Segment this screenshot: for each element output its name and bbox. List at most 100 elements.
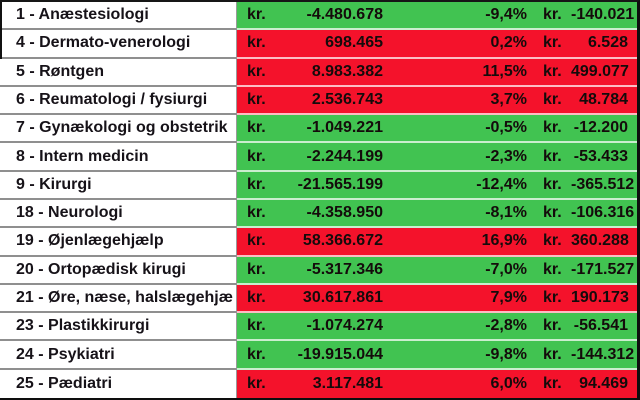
percent-cell[interactable]: -0,5%: [485, 119, 527, 137]
percent-cell[interactable]: 0,2%: [490, 34, 527, 52]
specialty-cell[interactable]: 19 - Øjenlægehjælp: [0, 228, 237, 257]
amount-cell[interactable]: -2.244.199: [306, 147, 383, 165]
specialty-cell[interactable]: 7 - Gynækologi og obstetrik: [0, 115, 237, 144]
values-cell: kr. -1.049.221 -0,5% kr. -12.200: [237, 115, 637, 144]
amount2-cell[interactable]: -106.316: [571, 204, 635, 222]
specialty-label: 20 - Ortopædisk kirugi: [16, 260, 186, 278]
specialty-cell[interactable]: 4 - Dermato-venerologi: [0, 30, 237, 59]
amount2-cell[interactable]: 360.288: [571, 232, 629, 250]
specialty-cell[interactable]: 8 - Intern medicin: [0, 143, 237, 172]
amount2-cell[interactable]: -12.200: [573, 119, 628, 137]
percent-cell[interactable]: -9,8%: [485, 345, 527, 363]
specialty-cell[interactable]: 25 - Pædiatri: [0, 369, 237, 398]
specialty-cell[interactable]: 1 - Anæstesiologi: [0, 2, 237, 31]
amount-cell[interactable]: -4.480.678: [306, 6, 383, 24]
specialty-label: 19 - Øjenlægehjælp: [16, 232, 164, 250]
currency-label: kr.: [247, 260, 266, 278]
amount2-cell[interactable]: 94.469: [579, 374, 628, 392]
amount2-cell[interactable]: 6.528: [587, 34, 628, 52]
table-row: 19 - Øjenlægehjælp kr. 58.366.672 16,9% kr. 3…: [0, 228, 637, 257]
amount2-cell[interactable]: 48.784: [579, 90, 628, 108]
amount2-cell[interactable]: -53.433: [573, 147, 628, 165]
currency-label: kr.: [543, 34, 562, 52]
currency-label: kr.: [247, 147, 266, 165]
values-cell: kr. 8.983.382 11,5% kr. 499.077: [237, 58, 637, 87]
left-border-fragment: [0, 2, 2, 59]
specialty-label: 9 - Kirurgi: [16, 175, 92, 193]
currency-label: kr.: [543, 6, 562, 24]
percent-cell[interactable]: 6,0%: [490, 374, 527, 392]
currency-label: kr.: [543, 119, 562, 137]
table-row: 8 - Intern medicin kr. -2.244.199 -2,3% kr. -…: [0, 143, 637, 172]
amount-cell[interactable]: -4.358.950: [306, 204, 383, 222]
table-row: 25 - Pædiatri kr. 3.117.481 6,0% kr. 94.469: [0, 369, 637, 398]
percent-cell[interactable]: 11,5%: [482, 62, 527, 80]
specialty-label: 7 - Gynækologi og obstetrik: [16, 119, 228, 137]
percent-cell[interactable]: -9,4%: [485, 6, 527, 24]
percent-cell[interactable]: -7,0%: [485, 260, 527, 278]
amount2-cell[interactable]: 499.077: [571, 62, 629, 80]
currency-label: kr.: [247, 204, 266, 222]
amount2-cell[interactable]: -140.021: [571, 6, 635, 24]
currency-label: kr.: [247, 119, 266, 137]
specialty-cell[interactable]: 9 - Kirurgi: [0, 171, 237, 200]
percent-cell[interactable]: -2,8%: [485, 317, 527, 335]
percent-cell[interactable]: -12,4%: [476, 175, 527, 193]
percent-cell[interactable]: 16,9%: [481, 232, 527, 250]
values-cell: kr. 30.617.861 7,9% kr. 190.173: [237, 284, 637, 314]
amount-cell[interactable]: -1.049.221: [306, 119, 383, 137]
specialty-cell[interactable]: 23 - Plastikkirurgi: [0, 313, 237, 342]
specialty-cell[interactable]: 24 - Psykiatri: [0, 341, 237, 370]
table-row: 20 - Ortopædisk kirugi kr. -5.317.346 -7,0%…: [0, 256, 637, 285]
amount2-cell[interactable]: -171.527: [571, 260, 635, 278]
currency-label: kr.: [543, 317, 562, 335]
currency-label: kr.: [543, 90, 562, 108]
percent-cell[interactable]: 3,7%: [490, 90, 527, 108]
table-row: 23 - Plastikkirurgi kr. -1.074.274 -2,8% kr.…: [0, 313, 637, 342]
values-cell: kr. -5.317.346 -7,0% kr. -171.527: [237, 256, 637, 285]
amount-cell[interactable]: 2.536.743: [311, 90, 383, 108]
amount-cell[interactable]: 3.117.481: [312, 374, 383, 392]
specialty-label: 1 - Anæstesiologi: [16, 6, 149, 24]
values-cell: kr. 58.366.672 16,9% kr. 360.288: [237, 228, 637, 257]
currency-label: kr.: [543, 260, 562, 278]
values-cell: kr. 698.465 0,2% kr. 6.528: [237, 30, 637, 59]
amount2-cell[interactable]: -365.512: [571, 175, 635, 193]
currency-label: kr.: [543, 62, 562, 80]
values-cell: kr. -19.915.044 -9,8% kr. -144.312: [237, 341, 637, 370]
currency-label: kr.: [247, 317, 266, 335]
specialty-cell[interactable]: 6 - Reumatologi / fysiurgi: [0, 86, 237, 116]
specialty-label: 21 - Øre, næse, halslægehjæ: [16, 288, 233, 306]
currency-label: kr.: [543, 232, 562, 250]
amount2-cell[interactable]: 190.173: [571, 288, 629, 306]
specialty-cell[interactable]: 20 - Ortopædisk kirugi: [0, 256, 237, 285]
specialty-label: 23 - Plastikkirurgi: [16, 317, 150, 335]
specialty-cell[interactable]: 21 - Øre, næse, halslægehjæ: [0, 284, 237, 314]
currency-label: kr.: [543, 288, 562, 306]
amount-cell[interactable]: 698.465: [325, 34, 383, 52]
amount-cell[interactable]: -21.565.199: [297, 175, 383, 193]
amount-cell[interactable]: -5.317.346: [306, 260, 383, 278]
percent-cell[interactable]: 7,9%: [490, 288, 527, 306]
amount2-cell[interactable]: -144.312: [571, 345, 635, 363]
currency-label: kr.: [543, 175, 562, 193]
currency-label: kr.: [247, 90, 266, 108]
percent-cell[interactable]: -8,1%: [485, 204, 527, 222]
amount-cell[interactable]: -1.074.274: [306, 317, 383, 335]
amount-cell[interactable]: 30.617.861: [302, 288, 383, 306]
specialty-cell[interactable]: 18 - Neurologi: [0, 199, 237, 229]
amount2-cell[interactable]: -56.541: [573, 317, 628, 335]
table-row: 6 - Reumatologi / fysiurgi kr. 2.536.743 3,…: [0, 86, 637, 116]
values-cell: kr. -2.244.199 -2,3% kr. -53.433: [237, 143, 637, 172]
amount-cell[interactable]: 58.366.672: [302, 232, 383, 250]
amount-cell[interactable]: -19.915.044: [297, 345, 383, 363]
specialty-label: 4 - Dermato-venerologi: [16, 34, 191, 52]
currency-label: kr.: [247, 6, 266, 24]
percent-cell[interactable]: -2,3%: [485, 147, 527, 165]
table-row: 9 - Kirurgi kr. -21.565.199 -12,4% kr. -365.5…: [0, 171, 637, 200]
specialty-label: 25 - Pædiatri: [16, 374, 113, 392]
amount-cell[interactable]: 8.983.382: [311, 62, 383, 80]
table-row: 7 - Gynækologi og obstetrik kr. -1.049.221…: [0, 115, 637, 144]
specialty-cell[interactable]: 5 - Røntgen: [0, 58, 237, 87]
table-row: 4 - Dermato-venerologi kr. 698.465 0,2% kr. 6…: [0, 30, 637, 59]
